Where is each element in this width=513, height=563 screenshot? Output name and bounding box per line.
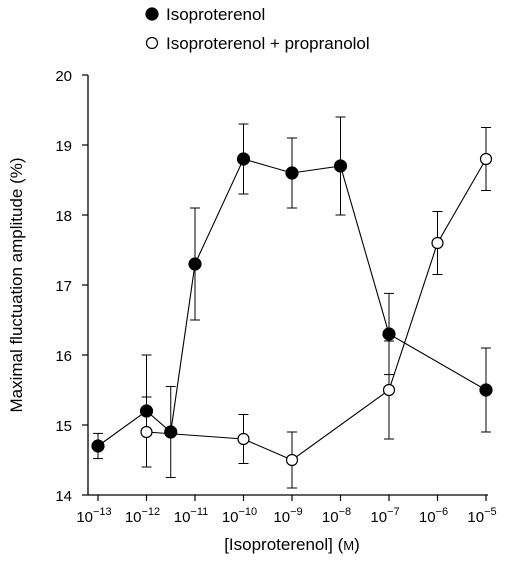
series-group <box>91 116 493 489</box>
data-point <box>382 327 396 341</box>
data-point <box>285 453 299 467</box>
series-isoproterenol <box>91 116 493 478</box>
x-axis-title-unit: M <box>343 538 354 553</box>
y-tick-label: 17 <box>55 278 72 295</box>
data-point <box>479 152 493 166</box>
x-tick-label: 10−13 <box>76 506 111 526</box>
data-point <box>91 439 105 453</box>
x-ticks: 10−13 10−12 10−11 10−10 10−9 10−8 10−7 10−6 10−5 <box>76 495 497 526</box>
data-point <box>479 383 493 397</box>
x-axis-title-main: [Isoproterenol] ( <box>224 535 343 554</box>
x-tick-label: 10−9 <box>273 506 302 526</box>
data-point <box>431 236 444 250</box>
y-tick-label: 19 <box>55 138 72 155</box>
data-point <box>333 159 348 173</box>
data-point <box>382 383 396 397</box>
legend: Isoproterenol Isoproterenol + propranolo… <box>145 5 370 53</box>
series-line <box>146 158 487 461</box>
x-tick-label: 10−10 <box>222 506 257 526</box>
series-isoproterenol-propranolol <box>140 127 493 489</box>
data-point <box>285 166 299 180</box>
x-tick-label: 10−8 <box>322 506 351 526</box>
legend-label-isoproterenol-propranolol: Isoproterenol + propranolol <box>166 34 370 53</box>
legend-label-isoproterenol: Isoproterenol <box>166 5 265 24</box>
data-point <box>140 425 153 439</box>
x-tick-label: 10−12 <box>125 506 160 526</box>
y-tick-label: 14 <box>55 488 72 505</box>
data-point <box>237 432 250 446</box>
x-tick-label: 10−7 <box>370 506 399 526</box>
x-tick-label: 10−11 <box>174 506 209 526</box>
data-point <box>236 152 251 166</box>
x-axis-title-close: ) <box>354 535 360 554</box>
x-tick-label: 10−5 <box>467 506 496 526</box>
y-axis-title: Maximal fluctuation amplitude (%) <box>7 157 26 412</box>
x-tick-label: 10−6 <box>419 506 448 526</box>
y-ticks: 14 15 16 17 18 19 20 <box>55 68 88 505</box>
y-tick-label: 18 <box>55 208 72 225</box>
legend-marker-isoproterenol-propranolol <box>145 36 159 50</box>
y-tick-label: 16 <box>55 348 72 365</box>
y-tick-label: 20 <box>55 68 72 85</box>
data-point <box>164 425 178 439</box>
data-point <box>188 257 202 271</box>
legend-marker-isoproterenol <box>145 7 159 21</box>
y-tick-label: 15 <box>55 418 72 435</box>
x-axis-title: [Isoproterenol] (M) <box>224 535 360 554</box>
